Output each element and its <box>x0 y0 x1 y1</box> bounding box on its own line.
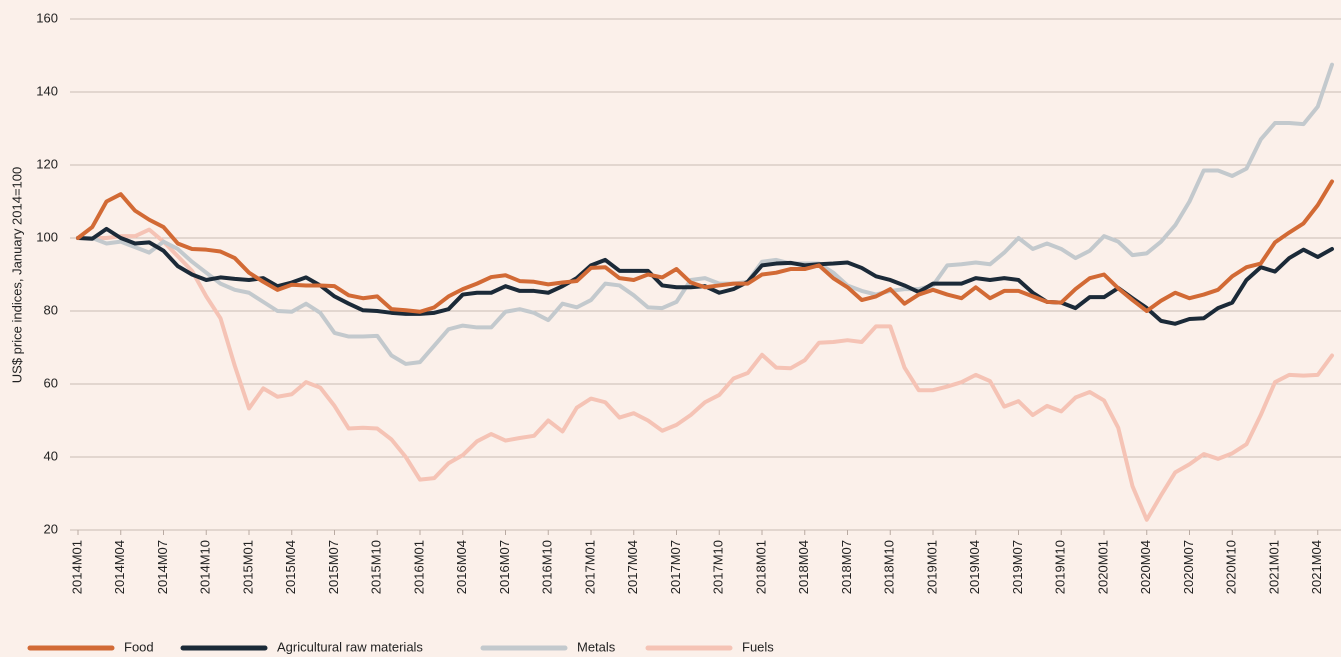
x-tick-label: 2015M01 <box>240 540 255 594</box>
x-tick-label: 2017M07 <box>668 540 683 594</box>
x-tick-label: 2019M10 <box>1053 540 1068 594</box>
x-tick-label: 2016M10 <box>540 540 555 594</box>
x-tick-label: 2017M01 <box>582 540 597 594</box>
x-tick-label: 2021M04 <box>1309 540 1324 594</box>
series-line <box>76 62 1334 366</box>
x-tick-label: 2019M07 <box>1010 540 1025 594</box>
x-tick-label: 2016M01 <box>411 540 426 594</box>
x-tick-label: 2015M10 <box>369 540 384 594</box>
y-axis-label: US$ price indices, January 2014=100 <box>9 167 24 383</box>
x-tick-label: 2017M10 <box>711 540 726 594</box>
legend-label: Food <box>124 639 154 654</box>
x-tick-label: 2018M04 <box>796 540 811 594</box>
x-tick-label: 2014M10 <box>198 540 213 594</box>
series-line <box>76 227 1334 522</box>
y-tick-label: 40 <box>44 448 58 463</box>
x-tick-label: 2020M07 <box>1181 540 1196 594</box>
x-tick-label: 2015M07 <box>326 540 341 594</box>
y-tick-label: 100 <box>36 229 58 244</box>
x-tick-label: 2017M04 <box>625 540 640 594</box>
x-tick-label: 2015M04 <box>283 540 298 594</box>
x-tick-label: 2018M07 <box>839 540 854 594</box>
legend-label: Agricultural raw materials <box>277 639 423 654</box>
x-tick-label: 2016M04 <box>454 540 469 594</box>
x-tick-label: 2014M07 <box>155 540 170 594</box>
legend-label: Metals <box>577 639 616 654</box>
series-line <box>76 179 1334 314</box>
x-tick-label: 2020M04 <box>1138 540 1153 594</box>
y-tick-label: 80 <box>44 302 58 317</box>
x-tick-label: 2019M01 <box>924 540 939 594</box>
y-tick-label: 120 <box>36 156 58 171</box>
y-tick-label: 140 <box>36 83 58 98</box>
x-tick-label: 2019M04 <box>967 540 982 594</box>
legend-label: Fuels <box>742 639 774 654</box>
x-tick-label: 2014M01 <box>69 540 84 594</box>
x-tick-label: 2020M10 <box>1224 540 1239 594</box>
x-tick-label: 2016M07 <box>497 540 512 594</box>
x-tick-label: 2020M01 <box>1095 540 1110 594</box>
x-tick-label: 2018M10 <box>882 540 897 594</box>
x-tick-label: 2018M01 <box>753 540 768 594</box>
y-tick-label: 160 <box>36 10 58 25</box>
y-tick-label: 20 <box>44 521 58 536</box>
y-tick-label: 60 <box>44 375 58 390</box>
x-tick-label: 2021M01 <box>1266 540 1281 594</box>
x-tick-label: 2014M04 <box>112 540 127 594</box>
